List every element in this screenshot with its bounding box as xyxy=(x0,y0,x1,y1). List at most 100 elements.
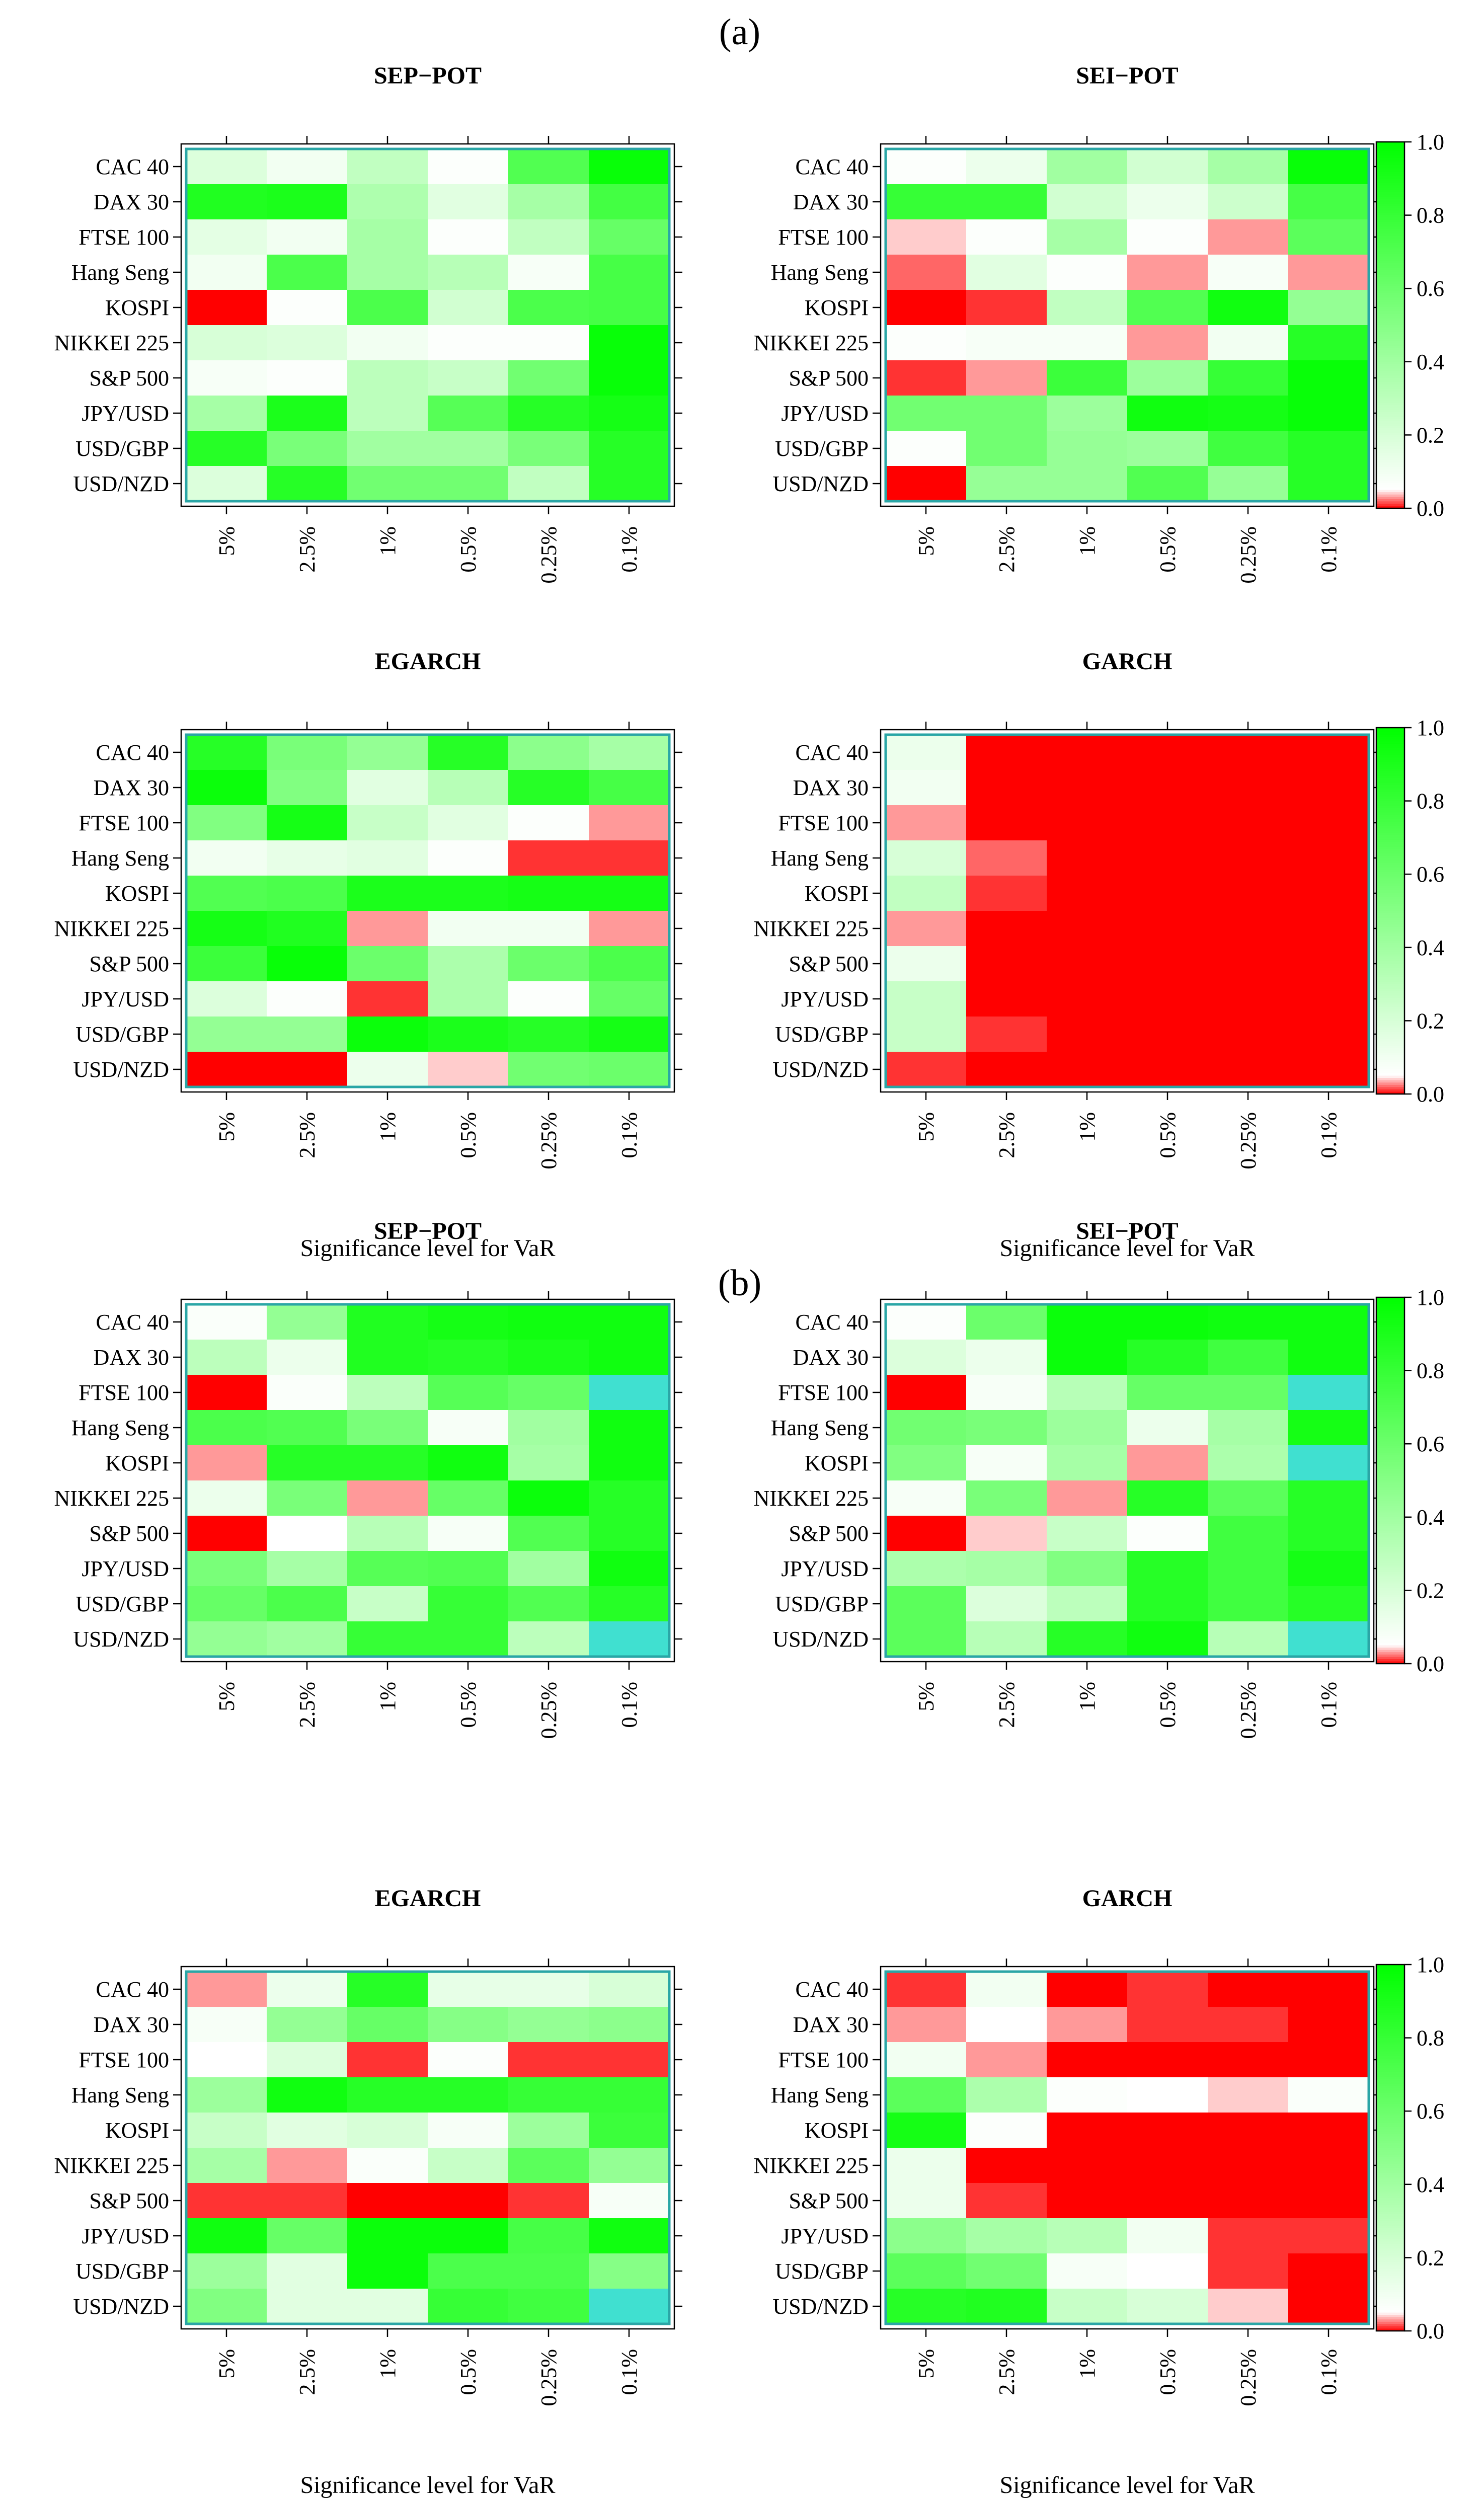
heatmap-cell xyxy=(1127,1375,1208,1411)
heatmap-cell xyxy=(267,2007,348,2043)
colorbar-segment xyxy=(1376,771,1404,774)
x-axis-label: Significance level for VaR xyxy=(1000,1235,1255,1262)
heatmap-cell xyxy=(1288,1410,1369,1446)
colorbar-segment xyxy=(1376,1059,1404,1063)
heatmap-cell xyxy=(186,840,267,876)
colorbar-segment xyxy=(1376,863,1404,866)
colorbar-segment xyxy=(1376,739,1404,742)
colorbar-segment xyxy=(1376,1556,1404,1559)
colorbar-segment xyxy=(1376,2326,1404,2329)
heatmap-cell xyxy=(1208,946,1289,982)
colorbar-segment xyxy=(1376,810,1404,813)
heatmap-cell xyxy=(347,1445,428,1481)
colorbar-segment xyxy=(1376,865,1404,868)
heatmap-cell xyxy=(186,2218,267,2254)
heatmap-cell xyxy=(1288,2042,1369,2078)
heatmap-cell xyxy=(1288,1445,1369,1481)
colorbar-tick-label: 0.0 xyxy=(1417,2319,1444,2343)
colorbar-segment xyxy=(1376,1324,1404,1328)
x-axis-label: Significance level for VaR xyxy=(1000,2472,1255,2498)
heatmap-cell xyxy=(428,1972,509,2007)
heatmap-cell xyxy=(589,184,670,220)
heatmap-cell xyxy=(886,1551,967,1587)
colorbar-segment xyxy=(1376,462,1404,465)
heatmap-cell xyxy=(1208,1304,1289,1340)
colorbar-segment xyxy=(1376,2259,1404,2263)
colorbar-segment xyxy=(1376,2257,1404,2260)
colorbar-segment xyxy=(1376,808,1404,811)
heatmap-cell xyxy=(267,2183,348,2219)
colorbar-segment xyxy=(1376,2081,1404,2084)
colorbar-segment xyxy=(1376,851,1404,854)
colorbar-segment xyxy=(1376,2074,1404,2077)
heatmap-cell xyxy=(347,2253,428,2289)
colorbar-segment xyxy=(1376,1002,1404,1005)
row-tick-label: FTSE 100 xyxy=(778,811,869,835)
heatmap-cell xyxy=(186,1480,267,1516)
colorbar-tick-label: 0.8 xyxy=(1417,203,1444,228)
colorbar-segment xyxy=(1376,492,1404,495)
heatmap-cell xyxy=(1127,2148,1208,2183)
heatmap-cell xyxy=(267,1304,348,1340)
colorbar-segment xyxy=(1376,1521,1404,1525)
heatmap-cell xyxy=(1288,805,1369,841)
colorbar-segment xyxy=(1376,2056,1404,2059)
colorbar-segment xyxy=(1376,860,1404,864)
heatmap-cell xyxy=(347,2113,428,2148)
colorbar-segment xyxy=(1376,201,1404,204)
heatmap-cell xyxy=(1208,325,1289,361)
heatmap-cell xyxy=(1208,290,1289,326)
axes-box xyxy=(180,1298,675,1663)
colorbar-segment xyxy=(1376,794,1404,797)
colorbar-segment xyxy=(1376,1577,1404,1580)
colorbar-segment xyxy=(1376,1384,1404,1387)
row-tick-label: S&P 500 xyxy=(89,1521,169,1546)
row-tick-label: CAC 40 xyxy=(796,1310,869,1335)
heatmap-cell xyxy=(267,431,348,466)
heatmap-cell xyxy=(267,466,348,502)
col-tick-label: 0.5% xyxy=(456,526,481,573)
colorbar-segment xyxy=(1376,403,1404,406)
heatmap-cell xyxy=(267,1972,348,2007)
colorbar-segment xyxy=(1376,1057,1404,1060)
heatmap-cell xyxy=(1047,219,1128,255)
colorbar-segment xyxy=(1376,2143,1404,2146)
col-tick-label: 2.5% xyxy=(295,2349,320,2395)
colorbar-segment xyxy=(1376,2246,1404,2249)
colorbar-segment xyxy=(1376,2173,1404,2176)
heatmap-cell xyxy=(347,1340,428,1375)
colorbar-segment xyxy=(1376,481,1404,484)
heatmap-cell xyxy=(1127,770,1208,806)
colorbar-segment xyxy=(1376,1657,1404,1660)
heatmap-cell xyxy=(1047,2289,1128,2324)
colorbar-segment xyxy=(1376,2076,1404,2080)
colorbar-segment xyxy=(1376,1028,1404,1031)
colorbar-segment xyxy=(1376,1971,1404,1975)
heatmap-cell xyxy=(966,1586,1047,1622)
colorbar-segment xyxy=(1376,407,1404,411)
heatmap-cell xyxy=(347,911,428,947)
row-tick-label: Hang Seng xyxy=(71,260,169,285)
colorbar-segment xyxy=(1376,176,1404,179)
heatmap-cell xyxy=(966,2113,1047,2148)
heatmap-frame xyxy=(884,733,1370,1088)
colorbar-segment xyxy=(1376,842,1404,845)
heatmap-cell xyxy=(1288,1052,1369,1087)
heatmap-cell xyxy=(1288,876,1369,911)
col-tick-label: 0.1% xyxy=(1316,526,1341,573)
heatmap-cell xyxy=(1208,1375,1289,1411)
colorbar-segment xyxy=(1376,759,1404,763)
heatmap-cell xyxy=(347,1375,428,1411)
colorbar-segment xyxy=(1376,2305,1404,2309)
colorbar-segment xyxy=(1376,901,1404,905)
heatmap-cell xyxy=(589,149,670,185)
colorbar-segment xyxy=(1376,488,1404,491)
colorbar-segment xyxy=(1376,997,1404,1001)
colorbar-segment xyxy=(1376,2186,1404,2190)
heatmap-cell xyxy=(886,2042,967,2078)
heatmap-frame xyxy=(185,1303,671,1658)
colorbar-segment xyxy=(1376,1987,1404,1991)
heatmap-cell xyxy=(1208,2218,1289,2254)
colorbar-segment xyxy=(1376,977,1404,980)
